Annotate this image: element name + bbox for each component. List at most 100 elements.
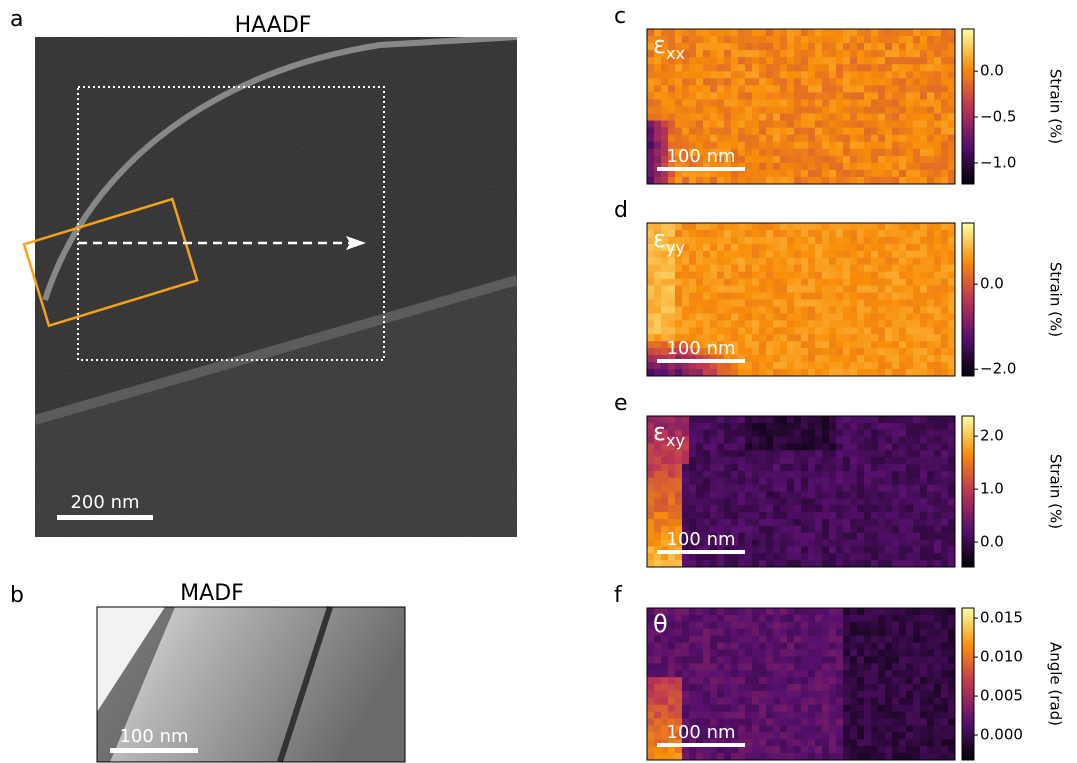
heatmap-cell [850, 498, 858, 506]
heatmap-cell [654, 169, 662, 178]
heatmap-cell [745, 711, 753, 719]
heatmap-cell [927, 57, 935, 65]
heatmap-cell [843, 169, 851, 178]
heatmap-cell [724, 327, 732, 335]
heatmap-cell [934, 553, 942, 561]
heatmap-cell [787, 229, 795, 238]
heatmap-cell [724, 725, 732, 733]
heatmap-cell [892, 264, 900, 273]
heatmap-cell [787, 271, 795, 280]
heatmap-cell [941, 362, 949, 370]
heatmap-cell [829, 313, 837, 321]
heatmap-cell [738, 120, 746, 129]
heatmap-cell [654, 512, 662, 520]
heatmap-cell [801, 106, 809, 114]
heatmap-cell [836, 642, 844, 650]
heatmap-cell [822, 642, 830, 650]
heatmap-cell [647, 78, 655, 86]
heatmap-cell [948, 416, 956, 424]
heatmap-cell [689, 498, 697, 506]
heatmap-cell [696, 127, 704, 136]
heatmap-cell [787, 704, 795, 713]
heatmap-cell [654, 92, 662, 100]
heatmap-cell [668, 334, 676, 342]
heatmap-cell [878, 560, 886, 568]
heatmap-cell [885, 341, 893, 349]
heatmap-cell [871, 285, 879, 293]
heatmap-cell [864, 64, 872, 72]
heatmap-cell [948, 341, 956, 349]
heatmap-cell [941, 518, 949, 527]
heatmap-cell [843, 684, 851, 692]
heatmap-cell [857, 525, 865, 534]
heatmap-cell [647, 229, 655, 238]
heatmap-cell [822, 553, 830, 561]
heatmap-cell [906, 327, 914, 335]
heatmap-cell [836, 176, 844, 185]
heatmap-cell [815, 718, 823, 726]
heatmap-cell [941, 484, 949, 492]
heatmap-cell [682, 313, 690, 321]
heatmap-cell [857, 264, 865, 273]
heatmap-cell [822, 264, 830, 273]
heatmap-cell [731, 416, 739, 424]
heatmap-cell [759, 334, 767, 342]
heatmap-cell [899, 127, 907, 136]
heatmap-cell [801, 71, 809, 79]
heatmap-cell [941, 525, 949, 534]
heatmap-cell [913, 477, 921, 486]
heatmap-cell [689, 684, 697, 692]
heatmap-cell [668, 169, 676, 178]
heatmap-cell [675, 141, 683, 150]
heatmap-cell [815, 443, 823, 451]
heatmap-cell [647, 292, 655, 300]
heatmap-cell [661, 169, 669, 178]
heatmap-cell [752, 278, 760, 286]
heatmap-cell [738, 362, 746, 370]
heatmap-cell [675, 85, 683, 93]
heatmap-cell [906, 78, 914, 86]
heatmap-cell [759, 690, 767, 699]
heatmap-cell [913, 560, 921, 568]
heatmap-cell [745, 271, 753, 280]
heatmap-cell [745, 697, 753, 706]
colorbar-tick-label: 2.0 [980, 427, 1004, 445]
heatmap-cell [780, 450, 788, 458]
heatmap-cell [780, 711, 788, 719]
heatmap-cell [738, 711, 746, 719]
heatmap-cell [787, 518, 795, 527]
heatmap-cell [850, 127, 858, 136]
heatmap-cell [661, 642, 669, 650]
heatmap-cell [661, 141, 669, 150]
heatmap-cell [864, 271, 872, 280]
heatmap-cell [850, 113, 858, 121]
heatmap-cell [857, 443, 865, 451]
heatmap-cell [885, 106, 893, 114]
heatmap-cell [675, 229, 683, 238]
heatmap-cell [878, 271, 886, 280]
heatmap-cell [836, 677, 844, 685]
heatmap-cell [906, 525, 914, 534]
heatmap-cell [829, 450, 837, 458]
heatmap-cell [934, 525, 942, 534]
heatmap-cell [801, 271, 809, 280]
heatmap-cell [668, 162, 676, 171]
heatmap-cell [878, 677, 886, 685]
heatmap-cell [850, 464, 858, 472]
heatmap-cell [787, 525, 795, 534]
heatmap-cell [927, 50, 935, 58]
heatmap-cell [885, 484, 893, 492]
heatmap-cell [766, 484, 774, 492]
heatmap-cell [871, 334, 879, 342]
heatmap-cell [710, 718, 718, 726]
heatmap-cell [913, 621, 921, 630]
heatmap-cell [843, 369, 851, 377]
heatmap-cell [857, 127, 865, 136]
heatmap-cell [696, 243, 704, 252]
heatmap-cell [871, 92, 879, 100]
heatmap-cell [815, 50, 823, 58]
heatmap-cell [696, 491, 704, 499]
heatmap-cell [661, 539, 669, 547]
heatmap-cell [871, 50, 879, 58]
heatmap-cell [689, 120, 697, 129]
